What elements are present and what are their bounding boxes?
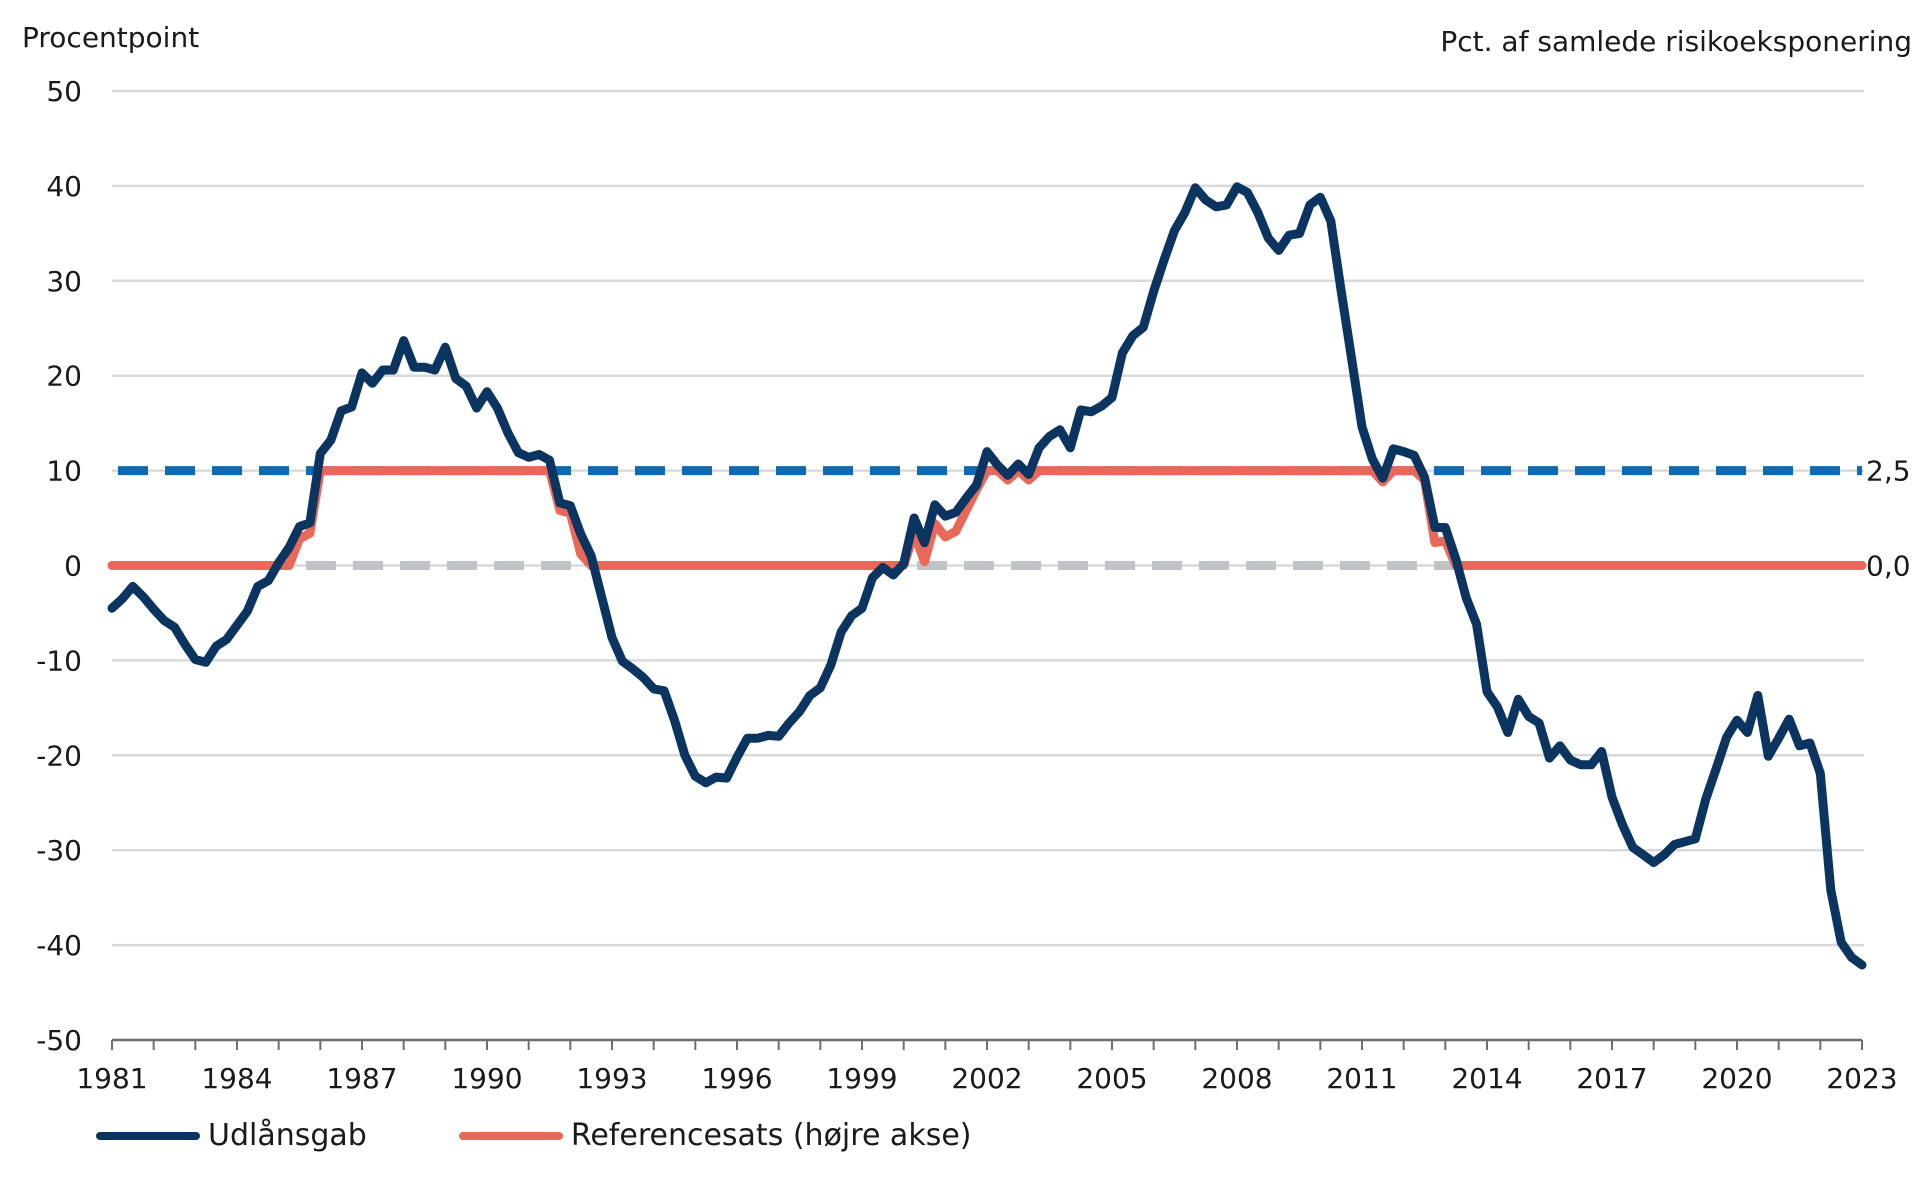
gridlines [112, 89, 1864, 947]
y-tick-label: 40 [46, 170, 82, 203]
x-tick-label: 1984 [201, 1062, 272, 1095]
series-lines [107, 182, 1867, 970]
left-axis-title: Procentpoint [22, 21, 199, 54]
y-tick-label: -40 [36, 929, 82, 962]
legend-label-udlansgab: Udlånsgab [208, 1118, 367, 1153]
legend-item-udlansgab: Udlånsgab [96, 1118, 367, 1153]
y-tick-label: 20 [46, 360, 82, 393]
y-tick-label: 0 [64, 550, 82, 583]
y2-tick-label: 2,5 [1866, 455, 1911, 488]
x-tick-label: 1999 [826, 1062, 897, 1095]
x-tick-label: 2014 [1451, 1062, 1522, 1095]
y-tick-label: 50 [46, 75, 82, 108]
legend-item-referencesats: Referencesats (højre akse) [458, 1118, 972, 1153]
y-tick-label: -20 [36, 739, 82, 772]
legend-swatch-referencesats [458, 1131, 563, 1140]
y-tick-label: -30 [36, 834, 82, 867]
right-axis-title: Pct. af samlede risikoeksponering [1440, 25, 1912, 58]
axes: 50 40 30 20 10 0 -10 -20 -30 -40 -50 2,5 0,0 1981 1984… [36, 75, 1910, 1095]
legend: Udlånsgab Referencesats (højre akse) [96, 1118, 1063, 1153]
x-tick-label: 2008 [1201, 1062, 1272, 1095]
legend-swatch-udlansgab [96, 1131, 200, 1140]
x-tick-label: 2020 [1701, 1062, 1772, 1095]
x-tick-label: 1996 [701, 1062, 772, 1095]
x-tick-label: 2002 [951, 1062, 1022, 1095]
x-tick-label: 1993 [576, 1062, 647, 1095]
line-chart: 50 40 30 20 10 0 -10 -20 -30 -40 -50 2,5 0,0 1981 1984… [22, 21, 1912, 1095]
series-line-referencesats [107, 466, 1867, 570]
x-tick-label: 2005 [1076, 1062, 1147, 1095]
reference-lines [118, 466, 1862, 570]
y-tick-label: 30 [46, 265, 82, 298]
legend-label-referencesats: Referencesats (højre akse) [570, 1118, 972, 1153]
y2-tick-label: 0,0 [1866, 550, 1911, 583]
x-tick-label: 1981 [76, 1062, 147, 1095]
x-tick-label: 2023 [1826, 1062, 1897, 1095]
x-tick-label: 1987 [326, 1062, 397, 1095]
x-tick-label: 2017 [1576, 1062, 1647, 1095]
x-tick-label: 1990 [451, 1062, 522, 1095]
y-tick-label: 10 [46, 455, 82, 488]
series-line-udlansgab [107, 182, 1867, 970]
x-tick-label: 2011 [1326, 1062, 1397, 1095]
y-tick-label: -10 [36, 644, 82, 677]
y-tick-label: -50 [36, 1024, 82, 1057]
